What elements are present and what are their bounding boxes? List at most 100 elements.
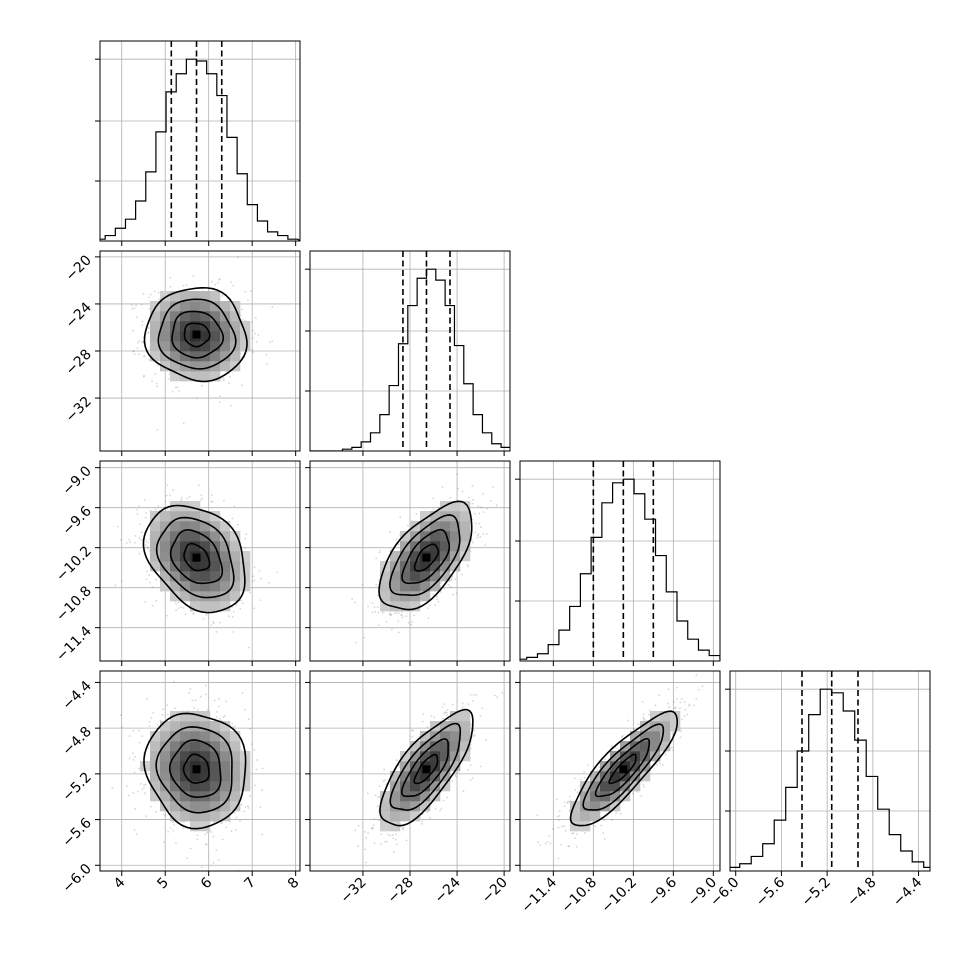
sample-point xyxy=(484,544,487,547)
sample-point xyxy=(227,615,230,618)
sample-point xyxy=(146,747,149,750)
sample-point xyxy=(192,274,195,277)
sample-point xyxy=(192,612,195,614)
sample-point xyxy=(440,581,442,584)
sample-point xyxy=(452,593,454,596)
sample-point xyxy=(410,623,413,626)
density-cell xyxy=(450,541,461,552)
sample-point xyxy=(129,541,132,543)
sample-point xyxy=(469,747,472,750)
sample-point xyxy=(132,729,135,732)
y-tick-label: −9.6 xyxy=(59,503,94,538)
sample-point xyxy=(138,729,140,732)
histogram-bar xyxy=(656,556,667,661)
density-cell xyxy=(180,321,191,332)
sample-point xyxy=(400,613,403,616)
density-cell xyxy=(230,761,241,772)
sample-point xyxy=(261,789,264,792)
density-cell xyxy=(180,711,191,722)
sample-point xyxy=(212,622,215,625)
density-cell xyxy=(190,291,201,302)
sample-point xyxy=(225,700,228,703)
sample-point xyxy=(137,504,140,507)
sample-point xyxy=(221,838,224,841)
sample-point xyxy=(223,499,225,502)
histogram-bar xyxy=(677,621,688,661)
sample-point xyxy=(186,497,188,500)
density-cell xyxy=(240,321,251,332)
density-cell xyxy=(200,311,211,322)
sample-point xyxy=(143,499,146,502)
sample-point xyxy=(240,599,243,602)
sample-point xyxy=(155,382,158,385)
sample-point xyxy=(183,821,185,823)
sample-point xyxy=(192,613,195,616)
density-cell xyxy=(380,601,391,612)
contour-1-sigma xyxy=(168,739,222,798)
sample-point xyxy=(156,724,159,727)
density-cell xyxy=(220,351,231,362)
density-cell xyxy=(190,581,201,592)
density-cell xyxy=(170,341,181,352)
sample-point xyxy=(450,576,453,579)
sample-point xyxy=(398,631,400,634)
sample-point xyxy=(402,827,405,830)
sample-point xyxy=(261,833,264,836)
density-cell xyxy=(190,361,201,372)
density-cell xyxy=(160,291,171,302)
panel-frame xyxy=(519,460,721,662)
density-cell xyxy=(230,731,241,742)
density-cell xyxy=(380,571,391,582)
contour-0.5-sigma xyxy=(182,753,210,784)
sample-point xyxy=(439,809,442,812)
density-cell xyxy=(240,331,251,342)
sample-point xyxy=(246,805,249,808)
density-cell xyxy=(210,341,221,352)
sample-point xyxy=(391,834,394,836)
density-cell xyxy=(150,351,161,362)
sample-point xyxy=(441,486,444,488)
sample-point xyxy=(218,717,221,720)
density-cell xyxy=(220,811,231,822)
density-cell xyxy=(210,521,221,532)
sample-point xyxy=(218,401,221,404)
density-cell xyxy=(150,541,161,552)
density-cell xyxy=(160,331,171,342)
density-cell xyxy=(210,581,221,592)
sample-point xyxy=(148,296,150,299)
density-cell xyxy=(180,581,191,592)
histogram-bar xyxy=(156,132,166,241)
density-cell xyxy=(190,821,201,832)
sample-point xyxy=(467,768,470,771)
histogram-bar xyxy=(492,444,501,451)
sample-point xyxy=(176,386,179,389)
density-cell xyxy=(150,341,161,352)
sample-point xyxy=(120,579,123,582)
sample-point xyxy=(144,792,146,795)
sample-point xyxy=(244,547,246,550)
sample-point xyxy=(271,306,274,308)
sample-point xyxy=(136,347,139,350)
density-cell xyxy=(170,291,181,302)
density-cell xyxy=(190,511,201,522)
sample-point xyxy=(212,862,215,864)
sample-point xyxy=(266,363,268,365)
sample-point xyxy=(230,830,233,833)
density-cell xyxy=(220,721,231,732)
sample-point xyxy=(161,714,164,716)
density-cell xyxy=(190,371,201,382)
sample-point xyxy=(215,716,218,718)
sample-point xyxy=(168,494,171,497)
sample-point xyxy=(204,843,207,846)
sample-point xyxy=(482,532,485,535)
sample-point xyxy=(248,727,251,730)
sample-point xyxy=(201,497,204,500)
sample-point xyxy=(221,294,224,297)
sample-point xyxy=(477,533,480,535)
sample-point xyxy=(241,602,244,605)
sample-point xyxy=(158,298,160,301)
histogram-bar xyxy=(105,236,115,241)
sample-point xyxy=(394,838,397,841)
sample-point xyxy=(461,702,464,705)
sample-point xyxy=(175,842,177,845)
